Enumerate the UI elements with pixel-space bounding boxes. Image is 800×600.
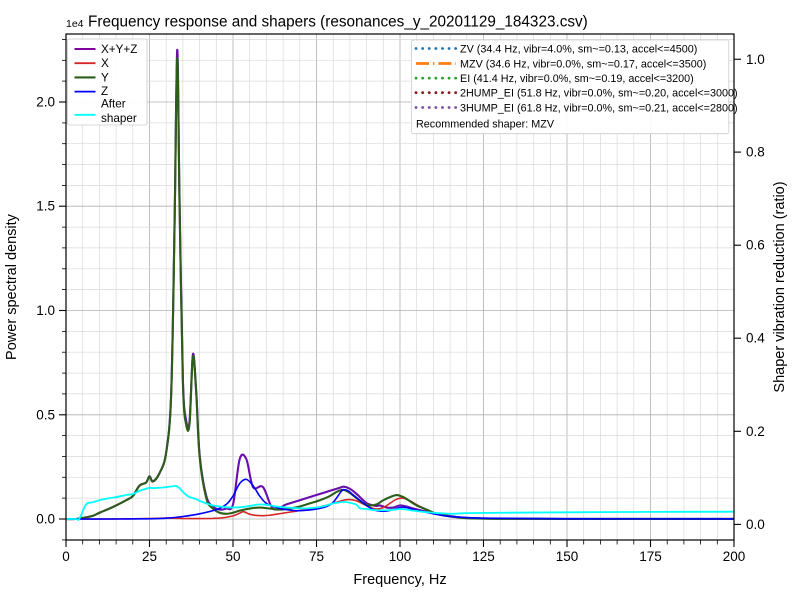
svg-text:0: 0 (62, 549, 70, 564)
svg-text:Frequency, Hz: Frequency, Hz (353, 572, 446, 588)
svg-text:200: 200 (723, 549, 746, 564)
svg-text:100: 100 (389, 549, 412, 564)
svg-text:2HUMP_EI (51.8 Hz, vibr=0.0%,: 2HUMP_EI (51.8 Hz, vibr=0.0%, sm~=0.20, … (460, 87, 738, 99)
svg-text:shaper: shaper (101, 112, 137, 125)
svg-text:X+Y+Z: X+Y+Z (101, 43, 137, 56)
svg-text:Shaper vibration reduction (ra: Shaper vibration reduction (ratio) (772, 181, 788, 392)
svg-text:0.0: 0.0 (746, 517, 765, 532)
svg-text:0.5: 0.5 (36, 407, 55, 422)
svg-text:0.2: 0.2 (746, 424, 765, 439)
svg-text:50: 50 (225, 549, 240, 564)
svg-text:1.0: 1.0 (746, 52, 765, 67)
svg-text:EI (41.4 Hz, vibr=0.0%, sm~=0.: EI (41.4 Hz, vibr=0.0%, sm~=0.19, accel<… (460, 73, 694, 85)
svg-text:0.8: 0.8 (746, 145, 765, 160)
svg-text:After: After (101, 98, 126, 111)
svg-text:X: X (101, 57, 109, 70)
svg-text:75: 75 (309, 549, 324, 564)
svg-text:Power spectral density: Power spectral density (4, 213, 20, 360)
svg-text:175: 175 (639, 549, 662, 564)
svg-text:1.5: 1.5 (36, 199, 55, 214)
svg-text:Y: Y (101, 71, 109, 84)
svg-text:3HUMP_EI (61.8 Hz, vibr=0.0%,: 3HUMP_EI (61.8 Hz, vibr=0.0%, sm~=0.21, … (460, 102, 738, 114)
svg-text:0.6: 0.6 (746, 238, 765, 253)
svg-text:Recommended shaper: MZV: Recommended shaper: MZV (416, 118, 555, 130)
svg-text:Z: Z (101, 85, 108, 98)
svg-text:25: 25 (142, 549, 157, 564)
svg-text:MZV (34.6 Hz, vibr=0.0%, sm~=0: MZV (34.6 Hz, vibr=0.0%, sm~=0.17, accel… (460, 58, 706, 70)
svg-text:150: 150 (556, 549, 579, 564)
svg-text:ZV (34.4 Hz, vibr=4.0%, sm~=0.: ZV (34.4 Hz, vibr=4.0%, sm~=0.13, accel<… (460, 43, 697, 55)
svg-text:125: 125 (472, 549, 495, 564)
svg-text:0.0: 0.0 (36, 512, 55, 527)
svg-text:1.0: 1.0 (36, 303, 55, 318)
svg-text:2.0: 2.0 (36, 95, 55, 110)
svg-text:0.4: 0.4 (746, 331, 765, 346)
svg-text:Frequency response and shapers: Frequency response and shapers (resonanc… (88, 14, 588, 31)
svg-text:1e4: 1e4 (66, 18, 84, 30)
